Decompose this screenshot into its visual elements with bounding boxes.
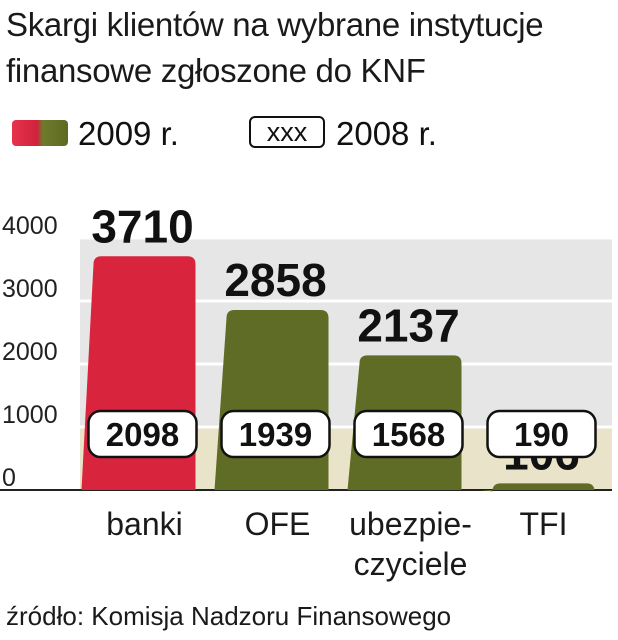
category-label-3-0: TFI xyxy=(520,506,568,542)
category-label-2-0: ubezpie- xyxy=(349,506,472,542)
y-tick-label-0: 0 xyxy=(2,464,16,492)
value-label-2008-0: 2098 xyxy=(106,416,179,453)
value-box-2008-2 xyxy=(353,409,464,459)
category-label-1-0: OFE xyxy=(245,506,311,542)
value-label-2008-2: 1568 xyxy=(372,416,445,453)
y-axis-ticks: 0 1000 2000 3000 4000 xyxy=(2,212,58,492)
legend-label-2008: 2008 r. xyxy=(336,115,437,152)
value-label-2008-3: 190 xyxy=(514,416,569,453)
legend: 2009 r. xxx 2008 r. xyxy=(6,112,612,156)
y-tick-label-2000: 2000 xyxy=(2,338,58,366)
y-tick-label-4000: 4000 xyxy=(2,212,58,240)
value-label-2009-2: 2137 xyxy=(357,299,459,351)
source-note: źródło: Komisja Nadzoru Finansowego xyxy=(6,601,452,631)
value-label-2008-1: 1939 xyxy=(239,416,312,453)
legend-label-2009: 2009 r. xyxy=(78,115,179,152)
bar-2009-1 xyxy=(214,309,329,490)
y-tick-label-3000: 3000 xyxy=(2,275,58,303)
value-label-2009-0: 3710 xyxy=(91,200,193,252)
value-labels-2008: 2098 1939 1568 190 xyxy=(87,409,597,459)
value-box-2008-1 xyxy=(220,409,331,459)
category-label-0-0: banki xyxy=(106,506,183,542)
category-labels: banki OFE ubezpie-czyciele TFI xyxy=(106,506,567,582)
value-box-2008-3 xyxy=(486,409,597,459)
y-tick-label-1000: 1000 xyxy=(2,401,58,429)
chart-title: Skargi klientów na wybrane instytucje fi… xyxy=(6,2,612,94)
legend-swatch-2009 xyxy=(12,120,68,146)
legend-sample-box: xxx xyxy=(249,116,325,148)
category-label-2-1: czyciele xyxy=(354,546,468,582)
chart-title-line-1: Skargi klientów na wybrane instytucje xyxy=(6,6,544,43)
value-label-2009-1: 2858 xyxy=(224,254,326,306)
chart-title-line-2: finansowe zgłoszone do KNF xyxy=(6,52,426,89)
bar-2009-3 xyxy=(480,483,595,492)
value-box-2008-0 xyxy=(87,409,198,459)
